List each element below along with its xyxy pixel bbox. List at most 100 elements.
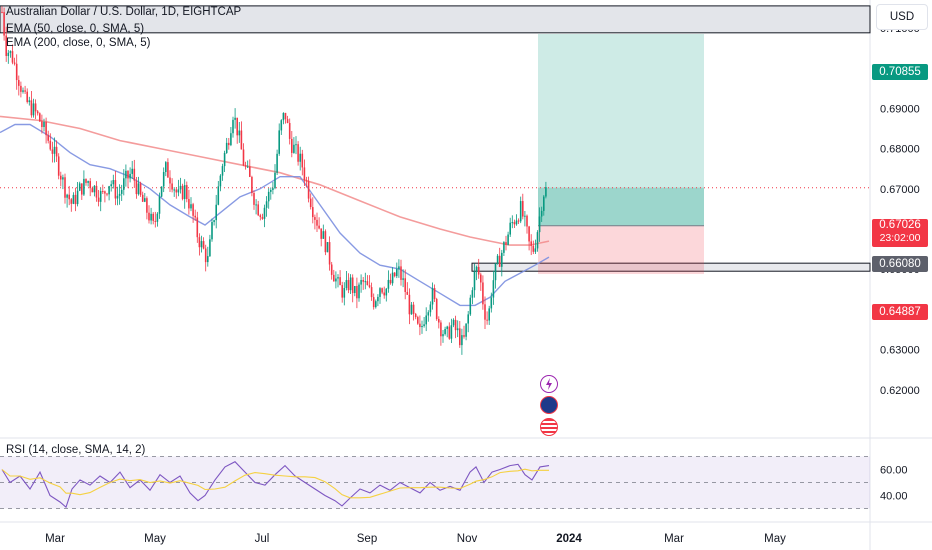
candle-body — [129, 173, 131, 179]
candle-body — [503, 242, 505, 253]
price-axis-tick: 0.63000 — [880, 345, 920, 357]
candle-body — [417, 317, 419, 324]
candle-body — [257, 204, 259, 216]
price-axis-tick: 0.68000 — [880, 144, 920, 156]
candle-body — [295, 144, 297, 146]
candle-body — [299, 153, 301, 162]
lightning-event-icon[interactable] — [540, 375, 558, 393]
candle-body — [255, 204, 257, 206]
candle-body — [492, 280, 495, 298]
candle-body — [41, 121, 43, 127]
candle-body — [26, 91, 28, 103]
us-flag-event-icon[interactable] — [540, 418, 558, 436]
candle-body — [421, 325, 423, 328]
rsi-axis-tick: 40.00 — [880, 491, 908, 503]
candle-body — [381, 288, 383, 293]
candle-body — [83, 178, 85, 195]
rsi-legend[interactable]: RSI (14, close, SMA, 14, 2) — [6, 444, 146, 456]
candle-body — [477, 266, 480, 275]
candle-body — [328, 242, 331, 265]
rsi-axis-tick: 60.00 — [880, 465, 908, 477]
candle-body — [345, 280, 348, 289]
candle-body — [362, 279, 364, 282]
candle-body — [108, 186, 110, 195]
candle-body — [188, 199, 190, 209]
candle-body — [282, 112, 285, 121]
candle-body — [278, 130, 280, 154]
open-profit-zone — [538, 187, 704, 226]
candle-body — [438, 319, 440, 323]
candle-body — [137, 183, 140, 195]
candle-body — [150, 213, 152, 221]
candle-body — [13, 62, 16, 64]
candle-body — [509, 222, 511, 235]
candle-body — [28, 100, 31, 103]
candle-body — [305, 180, 308, 182]
ema-50-legend[interactable]: EMA (50, close, 0, SMA, 5) — [6, 23, 145, 35]
candle-body — [469, 297, 472, 315]
candle-body — [536, 232, 539, 249]
candle-body — [526, 215, 528, 227]
candle-body — [160, 186, 163, 197]
currency-button[interactable]: USD — [876, 4, 928, 30]
candle-body — [32, 103, 35, 116]
candle-body — [165, 162, 167, 173]
candle-body — [498, 255, 501, 267]
candle-body — [114, 180, 117, 199]
candle-body — [217, 186, 220, 205]
candle-body — [11, 51, 14, 63]
candle-body — [387, 279, 390, 289]
candle-body — [72, 194, 75, 204]
candle-body — [64, 177, 66, 198]
candle-body — [91, 188, 94, 193]
candle-body — [74, 194, 77, 205]
candle-body — [330, 264, 333, 275]
candle-body — [175, 189, 178, 193]
candle-body — [459, 328, 461, 346]
candle-body — [120, 189, 123, 194]
candle-body — [263, 207, 266, 219]
candle-body — [202, 241, 205, 249]
candle-body — [280, 120, 283, 131]
candle-body — [375, 301, 377, 308]
ema-200-legend[interactable]: EMA (200, close, 0, SMA, 5) — [6, 37, 151, 49]
candle-body — [322, 231, 325, 239]
candle-body — [461, 335, 463, 346]
candle-body — [488, 308, 490, 321]
candle-body — [482, 282, 484, 305]
candle-body — [238, 130, 241, 136]
candle-body — [1, 11, 3, 13]
candle-body — [314, 217, 316, 220]
candle-body — [419, 323, 421, 328]
candle-body — [347, 280, 350, 291]
candle-body — [104, 191, 106, 194]
candle-body — [471, 290, 474, 298]
candle-body — [484, 304, 486, 320]
candle-body — [177, 189, 180, 193]
candle-body — [452, 319, 455, 326]
candle-body — [179, 185, 182, 190]
candle-body — [152, 213, 154, 221]
candle-body — [169, 177, 171, 184]
candle-body — [99, 191, 102, 202]
candle-body — [49, 140, 52, 150]
candle-body — [93, 185, 96, 193]
candle-body — [192, 204, 194, 216]
candle-body — [127, 170, 129, 179]
candle-body — [427, 312, 430, 316]
time-axis-label: May — [764, 533, 786, 545]
candle-body — [89, 181, 91, 189]
candle-body — [370, 287, 373, 298]
candle-body — [131, 168, 133, 174]
candle-body — [190, 204, 192, 209]
entry-price-tag: 0.66080 — [872, 256, 928, 272]
candle-body — [385, 288, 388, 296]
candle-body — [465, 323, 467, 337]
countdown-timer: 23:02:00 — [879, 232, 921, 244]
candle-body — [112, 180, 115, 185]
australia-flag-event-icon[interactable] — [540, 396, 558, 414]
candle-body — [456, 328, 459, 331]
candle-body — [360, 279, 362, 285]
candle-body — [440, 322, 442, 337]
